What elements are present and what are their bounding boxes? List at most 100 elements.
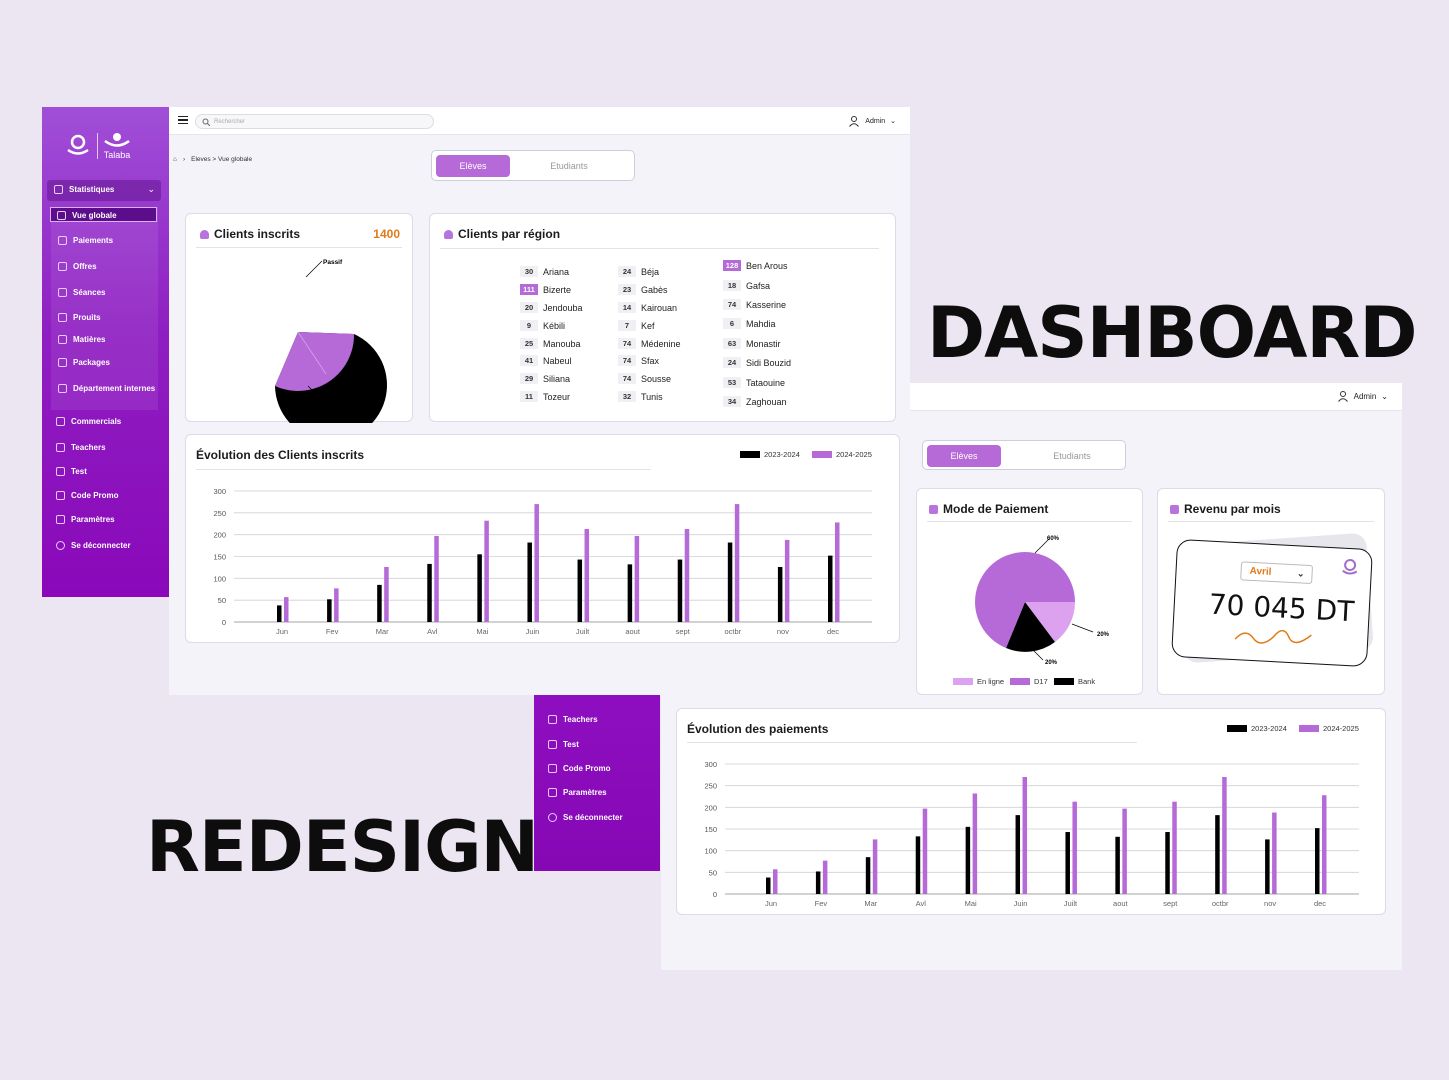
sidebar-item-vue-globale[interactable]: Vue globale xyxy=(50,207,157,222)
bar-2023-2024 xyxy=(1015,815,1021,894)
pie-slice-main xyxy=(975,552,1025,648)
region-count: 128 xyxy=(723,260,741,271)
payment-icon xyxy=(58,236,67,245)
sidebar-item-matieres[interactable]: Matières xyxy=(42,335,169,344)
region-count: 7 xyxy=(618,320,636,331)
tab-etudiants-2[interactable]: Etudiants xyxy=(1053,451,1091,461)
bar-2023-2024 xyxy=(1315,828,1320,894)
legend-2024-2025: 2024-2025 xyxy=(1299,724,1359,733)
pie-slice-actif xyxy=(275,332,355,391)
user-menu-2[interactable]: Admin ⌄ xyxy=(1337,390,1388,402)
bar-2023-2024 xyxy=(627,564,633,622)
sidebar2-item-logout[interactable]: Se déconnecter xyxy=(534,813,660,822)
tab-eleves-2[interactable]: Elèves xyxy=(927,445,1001,467)
legend-2023-2024: 2023-2024 xyxy=(740,450,800,459)
bar-2023-2024 xyxy=(727,542,733,622)
x-tick-label: Avl xyxy=(916,899,927,908)
bar-2024-2025 xyxy=(1272,812,1277,894)
book-icon xyxy=(58,335,67,344)
region-name: Gafsa xyxy=(746,280,771,291)
region-name: Kasserine xyxy=(746,299,787,310)
x-tick-label: Juin xyxy=(526,627,540,636)
sidebar2-item-code-promo[interactable]: Code Promo xyxy=(534,764,660,773)
sidebar2-item-test[interactable]: Test xyxy=(534,740,660,749)
sidebar-item-offres[interactable]: Offres xyxy=(42,262,169,271)
pie-label-20b: 20% xyxy=(1045,660,1058,666)
sidebar-item-packages[interactable]: Packages xyxy=(42,358,169,367)
sidebar-item-departement[interactable]: Département internes xyxy=(42,384,169,393)
region-count: 20 xyxy=(520,302,538,313)
sidebar-item-teachers[interactable]: Teachers xyxy=(42,443,169,452)
region-count: 23 xyxy=(618,284,636,295)
sidebar-item-paiements[interactable]: Paiements xyxy=(42,236,169,245)
department-icon xyxy=(58,384,67,393)
region-name: Ben Arous xyxy=(746,260,788,271)
x-tick-label: Mai xyxy=(965,899,977,908)
pie-slice-d17 xyxy=(1025,552,1075,602)
promo-icon xyxy=(56,491,65,500)
sidebar-item-code-promo[interactable]: Code Promo xyxy=(42,491,169,500)
region-count: 32 xyxy=(618,391,636,402)
region-item: 111 Bizerte xyxy=(520,284,571,295)
sidebar2-item-parametres[interactable]: Paramètres xyxy=(534,788,660,797)
sidebar-item-seances[interactable]: Séances xyxy=(42,288,169,297)
y-tick-label: 200 xyxy=(704,803,717,812)
headline-dashboard: DASHBOARD xyxy=(927,292,1417,374)
x-tick-label: Jun xyxy=(765,899,777,908)
region-name: Kef xyxy=(641,320,655,331)
bar-2023-2024 xyxy=(1065,832,1070,894)
sidebar-item-parametres[interactable]: Paramètres xyxy=(42,515,169,524)
region-item: 9 Kébili xyxy=(520,320,565,331)
region-name: Siliana xyxy=(543,373,571,384)
region-count: 24 xyxy=(618,266,636,277)
bar-2024-2025 xyxy=(1072,801,1077,894)
x-tick-label: Mar xyxy=(376,627,389,636)
chevron-down-icon: ⌄ xyxy=(1296,568,1305,579)
y-tick-label: 0 xyxy=(222,618,226,627)
y-tick-label: 150 xyxy=(213,553,226,562)
menu-icon[interactable] xyxy=(178,116,188,124)
sidebar-item-prouits[interactable]: Prouits xyxy=(42,313,169,322)
home-icon[interactable]: ⌂ xyxy=(173,156,177,163)
x-tick-label: Mai xyxy=(476,627,488,636)
x-tick-label: Fev xyxy=(326,627,339,636)
month-select[interactable]: Avril ⌄ xyxy=(1240,561,1314,585)
clients-card: Clients inscrits 1400 Passif Actif xyxy=(185,213,413,423)
user-icon xyxy=(1337,391,1348,402)
y-tick-label: 200 xyxy=(213,531,226,540)
region-name: Tunis xyxy=(641,391,663,402)
sidebar-group-statistiques[interactable]: Statistiques ⌄ xyxy=(47,180,161,201)
pie-slice-online xyxy=(1025,602,1075,642)
x-tick-label: Juilt xyxy=(1064,899,1078,908)
clients-count: 1400 xyxy=(373,227,400,241)
x-tick-label: nov xyxy=(1264,899,1276,908)
region-count: 63 xyxy=(723,338,741,349)
y-tick-label: 100 xyxy=(704,847,717,856)
tab-eleves[interactable]: Elèves xyxy=(436,155,510,177)
y-tick-label: 50 xyxy=(709,868,717,877)
bar-2024-2025 xyxy=(835,522,840,622)
sidebar-1: Talaba Statistiques ⌄ Vue globale Paieme… xyxy=(42,107,169,597)
sidebar2-item-teachers[interactable]: Teachers xyxy=(534,715,660,724)
bar-2024-2025 xyxy=(822,860,828,894)
region-count: 18 xyxy=(723,280,741,291)
revenue-card-visual: Avril ⌄ 70 045 DT xyxy=(1171,538,1373,668)
bar-2024-2025 xyxy=(1172,801,1177,894)
x-tick-label: Avl xyxy=(427,627,438,636)
user-menu-1[interactable]: Admin ⌄ xyxy=(848,115,896,127)
test-icon xyxy=(56,467,65,476)
region-item: 14 Kairouan xyxy=(618,302,677,313)
region-name: Tataouine xyxy=(746,377,786,388)
gear-icon xyxy=(548,788,557,797)
tab-etudiants[interactable]: Etudiants xyxy=(550,161,588,171)
region-name: Tozeur xyxy=(543,391,571,402)
search-input[interactable]: Rechercher xyxy=(195,114,434,129)
user-icon xyxy=(200,229,209,239)
sidebar-item-commercials[interactable]: Commercials xyxy=(42,417,169,426)
session-icon xyxy=(58,288,67,297)
region-count: 11 xyxy=(520,391,538,402)
bar-2023-2024 xyxy=(915,836,921,894)
region-count: 111 xyxy=(520,284,538,295)
sidebar-item-logout[interactable]: Se déconnecter xyxy=(42,541,169,550)
sidebar-item-test[interactable]: Test xyxy=(42,467,169,476)
